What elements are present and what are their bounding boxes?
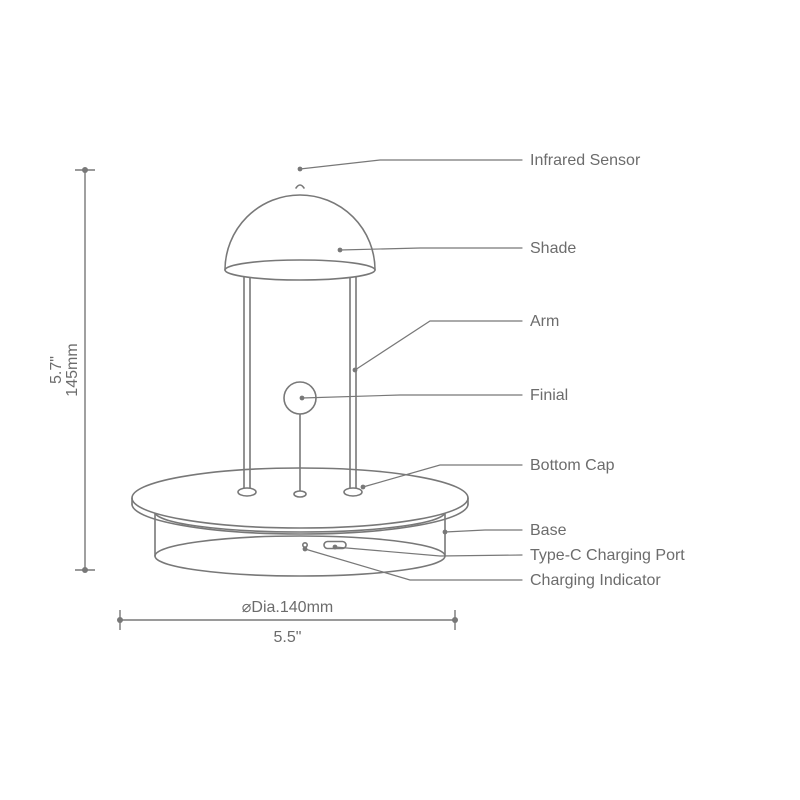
dim-height-imperial: 5.7" [48, 356, 65, 384]
dim-width-dia: ⌀Dia.140mm [242, 599, 333, 616]
infrared_sensor-label: Infrared Sensor [530, 152, 641, 169]
arm-label: Arm [530, 313, 559, 330]
base-label: Base [530, 522, 567, 539]
shade-label: Shade [530, 240, 576, 257]
charging_indicator-label: Charging Indicator [530, 572, 661, 589]
type_c-label: Type-C Charging Port [530, 547, 685, 564]
finial-label: Finial [530, 387, 568, 404]
bottom_cap-label: Bottom Cap [530, 457, 615, 474]
dim-height-metric: 145mm [64, 343, 81, 396]
dim-width-imperial: 5.5" [274, 629, 302, 646]
